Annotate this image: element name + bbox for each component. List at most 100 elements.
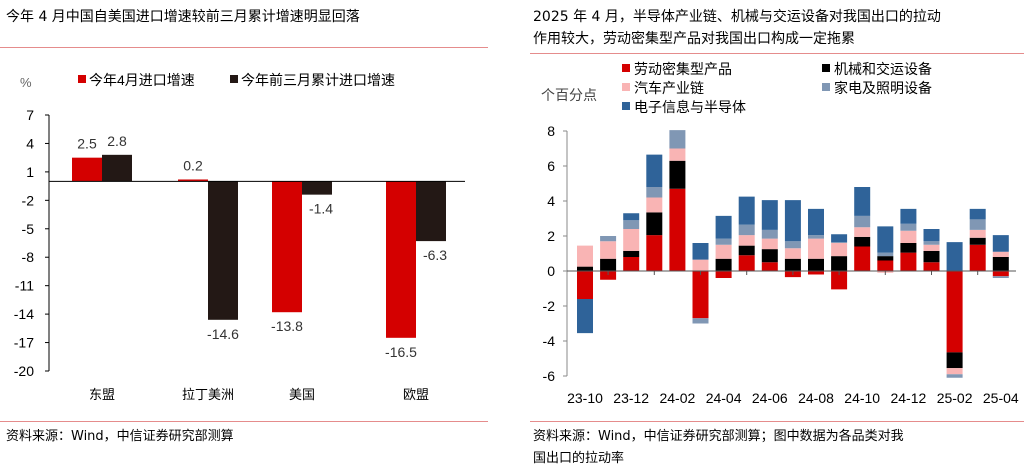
stacked-bar-segment-24-04-s1 [715,258,732,271]
legend-label: 劳动密集型产品 [634,61,732,77]
stacked-bar-segment-24-01-s2 [646,197,663,213]
legend-label: 家电及照明设备 [834,80,932,96]
legend-swatch-2 [622,83,630,91]
left-y-tick-label: -14 [14,306,34,322]
stacked-bar-segment-24-01-s0 [646,235,663,271]
left-x-tick-label: 美国 [289,387,315,402]
stacked-bar-segment-25-01-s2 [923,244,940,251]
stacked-bar-segment-24-03-s2 [692,259,709,271]
stacked-bar-segment-23-11-s3 [600,236,617,242]
stacked-bar-segment-24-07-s3 [784,241,801,249]
stacked-bar-segment-24-10-s1 [854,236,871,247]
stacked-bar-segment-23-12-s3 [623,220,640,229]
right-x-tick-label: 24-04 [706,390,742,406]
left-x-tick-label: 东盟 [89,387,115,402]
bar-april-3 [386,181,416,338]
stacked-bar-segment-23-12-s1 [623,250,640,257]
stacked-bar-segment-24-11-s0 [877,260,894,271]
left-y-tick-label: -20 [14,363,34,379]
right-x-tick-label: 25-02 [937,390,973,406]
stacked-bar-segment-23-12-s0 [623,257,640,271]
stacked-bar-segment-25-02-s4 [946,242,963,271]
stacked-bar-segment-25-04-s2 [992,251,1009,257]
right-x-tick-label: 24-02 [659,390,695,406]
legend-label: 今年4月进口增速 [89,72,195,88]
stacked-bar-segment-25-03-s1 [969,237,986,245]
bar-april-1 [178,179,208,182]
stacked-bar-segment-24-06-s2 [761,238,778,250]
stacked-bar-segment-24-12-s1 [900,243,917,253]
stacked-bar-segment-23-11-s1 [600,258,617,271]
right-y-tick-label: -6 [543,368,556,384]
stacked-bar-segment-23-12-s2 [623,229,640,251]
stacked-bar-segment-24-04-s3 [715,238,732,245]
right-y-tick-label: -4 [543,333,556,349]
stacked-bar-segment-24-01-s1 [646,212,663,236]
right-y-tick-label: -2 [543,298,556,314]
stacked-bar-segment-24-07-s4 [784,200,801,242]
stacked-bar-segment-25-02-s1 [946,352,963,369]
stacked-bar-segment-25-04-s0 [992,271,1009,277]
stacked-bar-segment-24-06-s3 [761,229,778,239]
stacked-bar-segment-24-02-s0 [669,188,686,271]
stacked-bar-segment-25-01-s3 [923,241,940,245]
bar-data-label: -1.4 [309,201,333,217]
stacked-bar-segment-24-08-s0 [808,271,824,275]
legend-swatch-0 [78,75,86,83]
stacked-bar-segment-25-03-s4 [969,208,986,220]
stacked-bar-segment-24-12-s3 [900,223,917,231]
stacked-bar-segment-24-02-s1 [669,160,686,189]
right-x-tick-label: 24-08 [798,390,834,406]
left-x-tick-label: 欧盟 [403,387,429,402]
legend-swatch-1 [230,75,238,83]
stacked-bar-segment-25-01-s0 [923,262,940,271]
left-y-tick-label: 4 [26,135,34,151]
bar-data-label: -6.3 [423,247,447,263]
stacked-bar-segment-24-03-s0 [692,271,709,319]
right-bottom-divider [530,421,1024,422]
stacked-bar-segment-24-09-s3 [831,242,848,243]
stacked-bar-segment-24-05-s4 [738,196,755,225]
stacked-bar-segment-23-10-s4 [577,299,593,334]
legend-swatch-4 [622,102,630,110]
stacked-bar-segment-24-03-s3 [692,318,709,324]
bar-data-label: -14.6 [207,326,239,342]
stacked-bar-segment-24-10-s0 [854,246,871,271]
stacked-bar-segment-24-06-s4 [761,200,778,230]
legend-label: 电子信息与半导体 [634,99,746,115]
left-source-note: 资料来源：Wind，中信证券研究部测算 [6,429,234,444]
left-y-tick-label: 1 [26,164,34,180]
stacked-bar-segment-24-05-s0 [738,255,755,271]
left-y-unit: % [20,75,32,90]
legend-swatch-1 [822,64,830,72]
right-chart-title-line2: 作用较大，劳动密集型产品对我国出口构成一定拖累 [533,31,855,47]
stacked-bar-segment-24-05-s1 [738,245,755,256]
stacked-bar-segment-24-12-s2 [900,230,917,243]
stacked-bar-segment-24-10-s4 [854,187,871,216]
right-y-tick-label: 4 [547,193,555,209]
stacked-bar-segment-23-12-s4 [623,213,640,221]
bar-data-label: -13.8 [271,318,303,334]
bar-q1-2 [302,181,332,195]
bar-april-0 [72,157,102,182]
stacked-bar-segment-23-11-s2 [600,241,617,259]
stacked-bar-segment-24-09-s1 [831,256,848,271]
stacked-bar-segment-23-10-s0 [577,271,593,299]
stacked-bar-segment-24-05-s3 [738,224,755,236]
stacked-bar-segment-25-03-s0 [969,244,986,271]
stacked-bar-segment-24-10-s3 [854,215,871,228]
stacked-bar-segment-24-01-s4 [646,154,663,187]
right-y-tick-label: 6 [547,158,555,174]
legend-label: 机械和交运设备 [834,61,932,77]
bar-q1-3 [416,181,446,242]
stacked-bar-segment-23-11-s0 [600,271,617,280]
stacked-bar-segment-24-07-s1 [784,258,801,271]
legend-label: 今年前三月累计进口增速 [241,72,395,88]
right-x-tick-label: 23-12 [613,390,649,406]
stacked-bar-segment-24-06-s1 [761,249,778,263]
stacked-bar-segment-24-09-s2 [831,243,848,257]
stacked-bar-segment-24-04-s4 [715,215,732,239]
right-title-divider [530,53,1024,54]
right-x-tick-label: 23-10 [567,390,603,406]
